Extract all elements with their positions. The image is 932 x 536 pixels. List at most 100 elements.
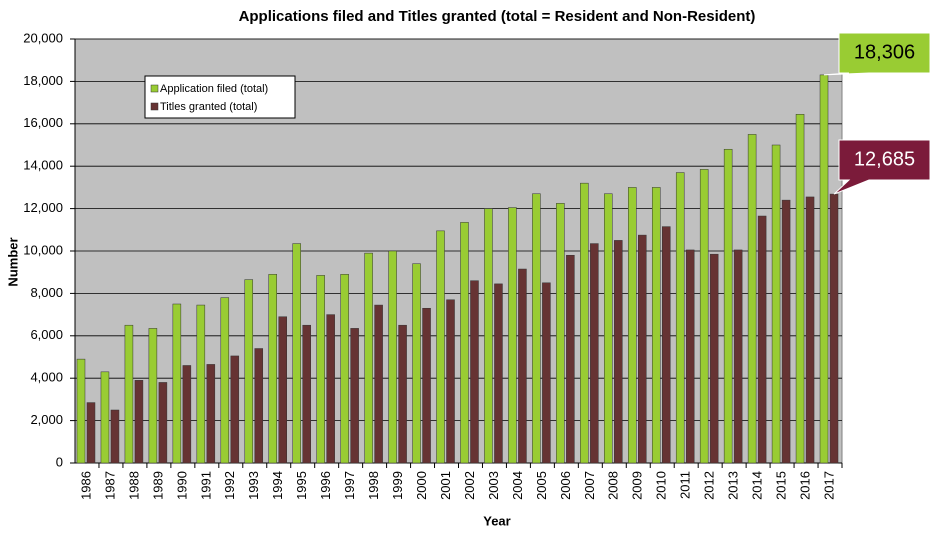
bar — [757, 215, 767, 464]
x-tick-label: 1998 — [366, 471, 381, 500]
bar — [196, 304, 206, 464]
bar — [628, 187, 637, 464]
bar — [182, 365, 192, 464]
x-tick-label: 2015 — [774, 471, 789, 500]
bar — [638, 234, 647, 464]
bar — [723, 148, 733, 464]
x-tick-label: 1999 — [390, 471, 405, 500]
bar — [460, 222, 469, 464]
bar — [86, 402, 96, 464]
bar — [326, 314, 335, 464]
x-tick-label: 2011 — [678, 471, 693, 499]
bar — [675, 172, 685, 464]
bar — [651, 187, 661, 464]
bar — [412, 263, 421, 464]
y-tick-label: 4,000 — [30, 370, 63, 385]
x-tick-label: 2003 — [486, 471, 501, 500]
bar — [508, 207, 517, 464]
bar — [484, 208, 493, 464]
x-axis-label: Year — [483, 513, 510, 528]
y-tick-label: 6,000 — [30, 327, 63, 342]
bar — [685, 249, 695, 464]
bar — [781, 199, 791, 464]
legend: Application filed (total) Titles granted … — [144, 75, 296, 119]
bar — [398, 324, 407, 464]
x-tick-label: 1990 — [174, 471, 189, 500]
x-tick-label: 2000 — [414, 471, 429, 500]
bar — [230, 355, 240, 464]
bar — [340, 274, 349, 464]
bar — [422, 307, 431, 464]
bar — [614, 240, 623, 464]
bar — [302, 324, 311, 464]
y-tick-label: 14,000 — [23, 158, 63, 173]
bar — [556, 203, 565, 464]
bar — [350, 328, 359, 464]
bar — [316, 275, 325, 464]
bar — [364, 252, 373, 464]
bar — [148, 328, 158, 464]
callout — [833, 139, 931, 195]
y-tick-label: 20,000 — [23, 30, 63, 45]
x-tick-label: 2002 — [462, 471, 477, 500]
y-tick-label: 18,000 — [23, 73, 63, 88]
x-tick-label: 2004 — [510, 471, 525, 500]
y-tick-label: 10,000 — [23, 242, 63, 257]
x-tick-label: 1995 — [294, 471, 309, 500]
data-label: 12,685 — [854, 148, 915, 170]
y-tick-label: 16,000 — [23, 115, 63, 130]
x-tick-label: 2012 — [702, 471, 717, 500]
bar — [172, 303, 182, 464]
x-tick-label: 2013 — [726, 471, 741, 500]
x-tick-label: 1987 — [102, 471, 117, 500]
bar — [134, 380, 144, 464]
bar — [220, 297, 230, 464]
bar — [699, 169, 709, 464]
data-label: 18,306 — [854, 41, 915, 63]
x-tick-label: 1989 — [150, 471, 165, 500]
bar — [566, 254, 575, 464]
bar — [254, 348, 264, 464]
x-tick-label: 2008 — [606, 471, 621, 500]
bar — [494, 283, 503, 464]
bar — [590, 243, 599, 464]
bar — [470, 280, 479, 464]
x-tick-label: 1991 — [198, 471, 213, 500]
bar — [805, 196, 815, 464]
x-tick-label: 2017 — [821, 471, 836, 500]
legend-swatch — [150, 84, 159, 93]
legend-swatch — [150, 102, 159, 111]
bar — [244, 279, 254, 464]
x-tick-label: 2001 — [438, 471, 453, 500]
bar — [661, 226, 671, 464]
bar — [795, 114, 805, 464]
x-tick-label: 2016 — [797, 471, 812, 500]
bar — [446, 299, 455, 464]
x-tick-label: 2010 — [654, 471, 669, 500]
x-tick-label: 2009 — [630, 471, 645, 500]
y-tick-label: 2,000 — [30, 412, 63, 427]
x-tick-label: 1996 — [318, 471, 333, 500]
bar — [747, 134, 757, 464]
x-tick-label: 2005 — [534, 471, 549, 500]
bar — [278, 316, 287, 464]
bar — [709, 253, 719, 464]
bar — [388, 250, 397, 464]
legend-box — [144, 75, 296, 119]
y-tick-label: 12,000 — [23, 200, 63, 215]
x-tick-label: 1988 — [126, 471, 141, 500]
legend-label: Application filed (total) — [160, 83, 268, 95]
bar — [518, 268, 527, 464]
bar — [76, 358, 86, 464]
bar — [374, 304, 383, 464]
bar — [268, 274, 277, 464]
bar — [771, 144, 781, 464]
bar — [733, 249, 743, 464]
x-tick-label: 2006 — [558, 471, 573, 500]
y-tick-label: 0 — [56, 454, 63, 469]
bar — [532, 193, 541, 464]
bar — [158, 382, 168, 464]
x-tick-label: 1997 — [342, 471, 357, 500]
bar — [542, 282, 551, 464]
